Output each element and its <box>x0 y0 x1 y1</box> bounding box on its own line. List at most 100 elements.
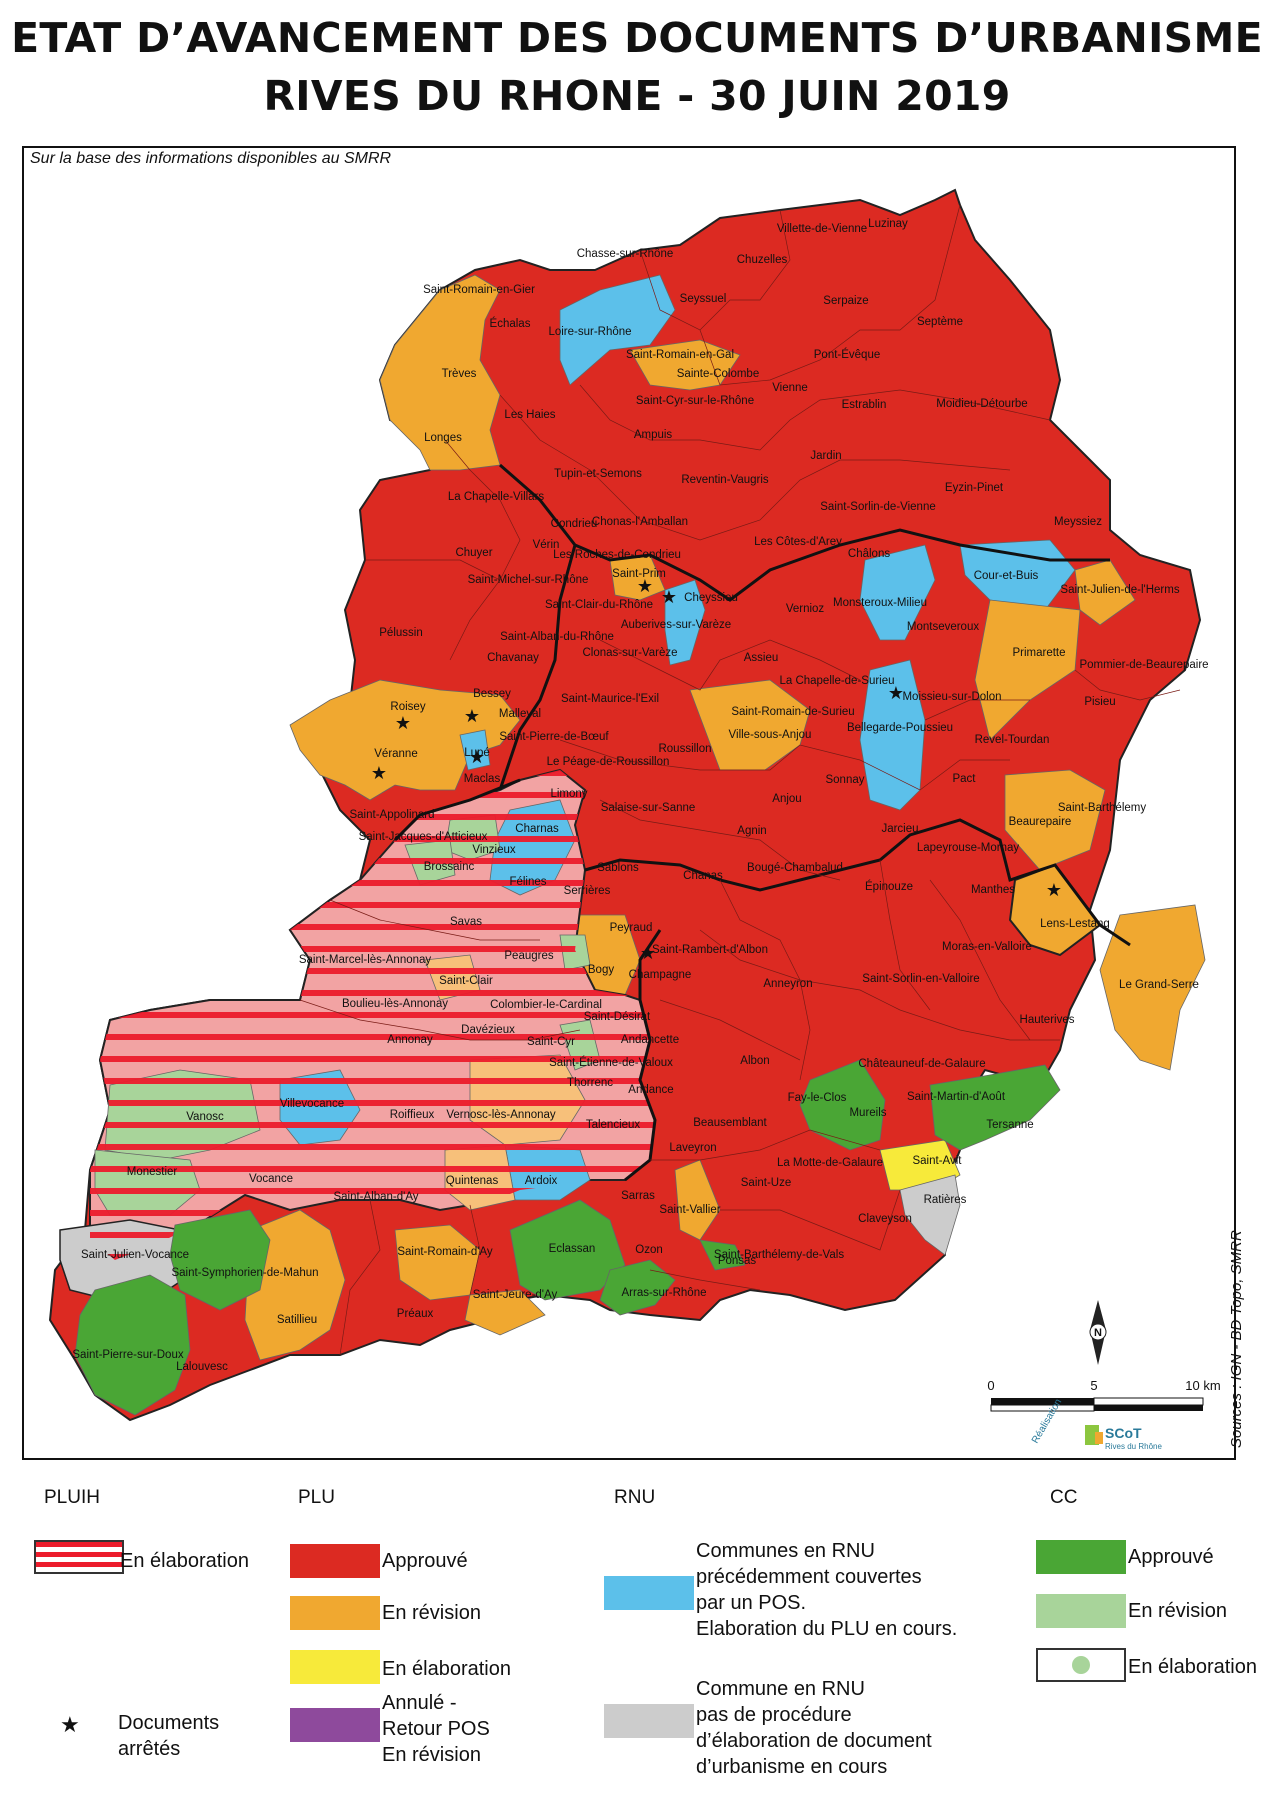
place-label: Ratières <box>924 1194 967 1206</box>
place-label: Ardoix <box>525 1175 558 1187</box>
place-label: Eclassan <box>549 1243 596 1255</box>
legend-rnu-pos-l2: précédemment couvertes <box>696 1566 922 1588</box>
place-label: Les Côtes-d'Arey <box>754 536 842 548</box>
star-icon: ★ <box>371 763 387 783</box>
map-title-line1: ETAT D’AVANCEMENT DES DOCUMENTS D’URBANI… <box>11 14 1263 62</box>
place-label: Serpaize <box>823 295 868 307</box>
legend-plu-heading: PLU <box>298 1487 335 1508</box>
north-arrow-icon: N <box>1089 1300 1107 1365</box>
place-label: Échalas <box>490 317 531 330</box>
place-label: Saint-Rambert-d'Albon <box>652 944 768 956</box>
place-label: Mureils <box>849 1107 886 1119</box>
place-label: Vernioz <box>786 603 825 615</box>
place-label: La Chapelle-de-Surieu <box>779 675 894 687</box>
place-label: Les Haies <box>504 409 555 421</box>
star-icon: ★ <box>395 713 411 733</box>
place-label: Pont-Évêque <box>814 348 881 361</box>
place-label: Loire-sur-Rhône <box>548 326 631 338</box>
place-label: Saint-Maurice-l'Exil <box>561 693 659 705</box>
place-label: Villette-de-Vienne <box>777 223 867 235</box>
place-label: Saint-Cyr <box>527 1036 575 1048</box>
legend-rnu-none-l3: d’élaboration de document <box>696 1730 932 1752</box>
place-label: Estrablin <box>842 399 887 411</box>
legend-plu-approuve: Approuvé <box>382 1550 468 1572</box>
zone-plu-revision-longes <box>379 274 501 471</box>
legend-plu-annule-l1: Annulé - <box>382 1692 457 1714</box>
place-label: Meyssiez <box>1054 516 1102 528</box>
place-label: Vernosc-lès-Annonay <box>446 1109 556 1121</box>
place-label: Saint-Romain-en-Gier <box>423 284 535 296</box>
place-label: Brossainc <box>424 861 475 873</box>
star-icon: ★ <box>661 587 677 607</box>
circle-icon <box>1072 1656 1090 1674</box>
place-label: Boulieu-lès-Annonay <box>342 998 448 1010</box>
place-label: Davézieux <box>461 1024 515 1036</box>
place-label: Pact <box>952 773 976 785</box>
place-label: Saint-Étienne-de-Valoux <box>549 1056 673 1069</box>
place-label: Ville-sous-Anjou <box>729 729 812 741</box>
legend-rnu-none-l4: d’urbanisme en cours <box>696 1756 888 1778</box>
legend-swatch-plu-annule <box>290 1708 380 1742</box>
place-label: Arras-sur-Rhône <box>622 1287 707 1299</box>
legend-rnu-pos-l3: par un POS. <box>696 1592 807 1614</box>
legend-swatch-cc-revision <box>1036 1594 1126 1628</box>
star-icon: ★ <box>469 747 485 767</box>
scale-bar: 0 5 10 km <box>987 1378 1221 1412</box>
stars-group: ★ ★ ★ ★ ★ ★ ★ ★ ★ <box>371 576 1062 963</box>
place-label: Saint-Cyr-sur-le-Rhône <box>636 395 754 407</box>
place-label: Félines <box>509 876 546 888</box>
zone-plu-revision-surieu <box>689 679 811 771</box>
place-label: Vienne <box>772 382 808 394</box>
zone-cc-approuve-mureils <box>799 1059 886 1151</box>
legend-swatch-plu-revision <box>290 1596 380 1630</box>
place-label: Chonas-l'Amballan <box>592 516 688 528</box>
credit-brand: SCoT <box>1105 1425 1142 1441</box>
place-label: Saint-Sorlin-de-Vienne <box>820 501 936 513</box>
place-label: Sainte-Colombe <box>677 368 759 380</box>
place-label: Reventin-Vaugris <box>681 474 769 486</box>
place-label: La Motte-de-Galaure <box>777 1157 883 1169</box>
place-label: Vocance <box>249 1173 293 1185</box>
place-label: Manthes <box>971 884 1015 896</box>
legend-swatch-rnu-none <box>604 1704 694 1738</box>
scale-zero: 0 <box>987 1378 994 1393</box>
place-label: Bessey <box>473 688 511 700</box>
legend-pluih-elaboration: En élaboration <box>120 1550 249 1572</box>
place-label: Roiffieux <box>390 1109 435 1121</box>
place-label: Sonnay <box>825 774 864 786</box>
place-label: Lapeyrouse-Mornay <box>917 842 1020 854</box>
place-label: Seyssuel <box>680 293 727 305</box>
legend-cc-elaboration: En élaboration <box>1128 1656 1257 1678</box>
place-label: La Chapelle-Villars <box>448 491 545 503</box>
place-label: Monsteroux-Milieu <box>833 597 927 609</box>
place-label: Saint-Jacques-d'Atticieux <box>359 831 488 843</box>
zone-cc-approuve-tersanne <box>929 1064 1061 1151</box>
place-label: Quintenas <box>446 1175 499 1187</box>
place-label: Saint-Romain-d'Ay <box>397 1246 493 1258</box>
star-icon: ★ <box>640 943 656 963</box>
place-label: Lalouvesc <box>176 1361 228 1373</box>
zone-rnu-pos-bellegarde <box>859 659 926 811</box>
place-label: Le Grand-Serre <box>1119 979 1199 991</box>
place-label: Serrières <box>564 885 611 897</box>
place-label: Laveyron <box>669 1142 716 1154</box>
map-subtitle: Sur la base des informations disponibles… <box>30 150 392 167</box>
place-label: Longes <box>424 432 462 444</box>
place-label: Préaux <box>397 1308 434 1320</box>
place-label: Salaise-sur-Sanne <box>601 802 696 814</box>
place-label: Anneyron <box>763 978 812 990</box>
place-label: Primarette <box>1012 647 1065 659</box>
place-label: Pélussin <box>379 627 422 639</box>
place-label: Thorrenc <box>567 1077 613 1089</box>
place-label: Andancette <box>621 1034 679 1046</box>
zone-cc-approuve-stpierre-doux <box>74 1274 191 1416</box>
place-label: Assieu <box>744 652 779 664</box>
place-label: Condrieu <box>551 518 598 530</box>
legend-rnu-none-l1: Commune en RNU <box>696 1678 865 1700</box>
place-label: Eyzin-Pinet <box>945 482 1004 494</box>
place-label: Cheyssieu <box>684 592 738 604</box>
place-label: Fay-le-Clos <box>788 1092 847 1104</box>
place-label: Saint-Symphorien-de-Mahun <box>171 1267 318 1279</box>
place-label: Saint-Barthélemy-de-Vals <box>714 1249 844 1261</box>
legend-rnu-heading: RNU <box>614 1487 656 1508</box>
